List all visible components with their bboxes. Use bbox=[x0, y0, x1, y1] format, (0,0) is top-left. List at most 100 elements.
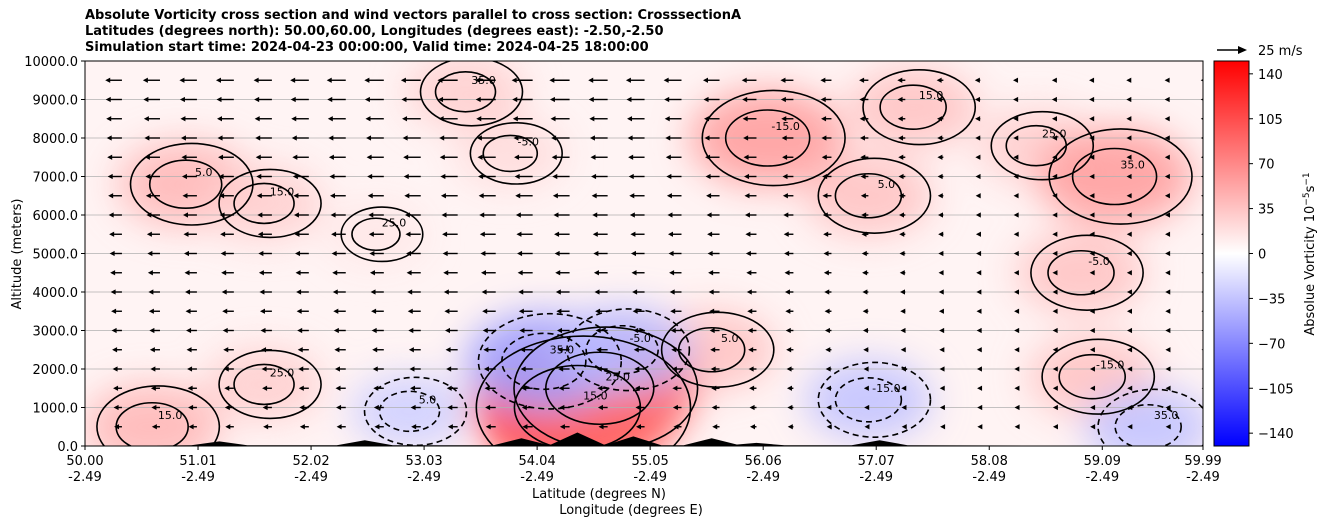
wind-vector-11-17 bbox=[706, 212, 720, 218]
wind-vector-17-17 bbox=[703, 96, 720, 103]
wind-vector-head bbox=[937, 116, 943, 122]
contour-label-5: -15.0 bbox=[771, 120, 799, 133]
wind-vector-head bbox=[824, 327, 830, 334]
wind-vector-head bbox=[1089, 193, 1095, 199]
wind-vector-head bbox=[664, 96, 670, 103]
wind-vector-14-14 bbox=[590, 154, 608, 160]
wind-vector-head bbox=[402, 135, 408, 141]
wind-vector-head bbox=[1165, 424, 1171, 430]
wind-vector-head bbox=[372, 366, 378, 372]
wind-vector-head bbox=[743, 154, 749, 160]
wind-vector-16-10 bbox=[438, 116, 458, 122]
wind-vector-head bbox=[443, 270, 449, 276]
wind-vector-head bbox=[222, 327, 228, 334]
wind-vector-2-6 bbox=[298, 385, 309, 391]
wind-vector-head bbox=[749, 385, 755, 391]
wind-vector-8-6 bbox=[295, 270, 309, 276]
wind-vector-head bbox=[1013, 231, 1019, 237]
wind-vector-head bbox=[1089, 231, 1095, 237]
wind-vector-head bbox=[1200, 156, 1203, 159]
wind-vector-15-3 bbox=[180, 135, 197, 141]
wind-vector-15-27 bbox=[1089, 135, 1095, 141]
contour-label-10: -5.0 bbox=[1088, 255, 1109, 268]
wind-vector-3-18 bbox=[748, 366, 757, 372]
x-tick-lon-4: -2.49 bbox=[520, 470, 554, 485]
wind-vector-15-7 bbox=[328, 135, 346, 141]
wind-vector-head bbox=[400, 77, 406, 83]
wind-vector-head bbox=[709, 308, 715, 314]
wind-vector-8-20 bbox=[823, 270, 832, 276]
wind-vector-4-11 bbox=[483, 347, 496, 353]
wind-vector-head bbox=[298, 385, 304, 391]
wind-vector-8-16 bbox=[669, 270, 682, 276]
wind-vector-18-19 bbox=[780, 77, 794, 83]
wind-vector-head bbox=[256, 173, 262, 180]
wind-vector-head bbox=[447, 424, 453, 430]
wind-vector-head bbox=[76, 386, 81, 391]
wind-vector-2-17 bbox=[711, 385, 720, 391]
wind-vector-18-28 bbox=[1126, 77, 1132, 83]
wind-vector-head bbox=[404, 193, 410, 199]
wind-vector-head bbox=[261, 366, 267, 372]
wind-vector-4-24 bbox=[976, 347, 982, 353]
wind-vector-14-23 bbox=[937, 154, 944, 160]
wind-vector-0-21 bbox=[864, 424, 870, 430]
wind-vector-head bbox=[410, 385, 416, 391]
wind-vector-5-19 bbox=[785, 327, 794, 334]
wind-vector-3-13 bbox=[558, 366, 570, 372]
wind-vector-head bbox=[977, 385, 983, 391]
wind-vector-head bbox=[151, 404, 157, 411]
wind-vector-12-11 bbox=[478, 193, 496, 199]
wind-vector-head bbox=[439, 154, 445, 160]
wind-vector-head bbox=[900, 347, 906, 353]
wind-vector-head bbox=[859, 135, 865, 141]
wind-vector-head bbox=[181, 173, 187, 180]
wind-vector-head bbox=[1200, 79, 1203, 82]
wind-vector-6-1 bbox=[111, 308, 122, 314]
wind-vector-head bbox=[151, 424, 157, 430]
wind-vector-head bbox=[327, 116, 333, 122]
wind-vector-head bbox=[1089, 250, 1095, 257]
wind-vector-16-6 bbox=[291, 116, 309, 122]
wind-vector-18-0 bbox=[69, 78, 85, 83]
wind-vector-head bbox=[1052, 327, 1058, 334]
wind-vector-head bbox=[520, 366, 526, 372]
wind-vector-head bbox=[1052, 385, 1058, 391]
wind-vector-head bbox=[1165, 404, 1171, 411]
wind-vector-10-12 bbox=[516, 231, 533, 237]
wind-vector-head bbox=[77, 424, 82, 429]
wind-vector-head bbox=[708, 270, 714, 276]
wind-vector-7-8 bbox=[370, 289, 384, 295]
wind-vector-12-1 bbox=[108, 193, 122, 199]
wind-vector-head bbox=[1089, 327, 1095, 334]
wind-vector-3-24 bbox=[976, 366, 982, 372]
wind-vector-18-1 bbox=[105, 77, 122, 83]
wind-vector-head bbox=[976, 308, 982, 314]
wind-vector-head bbox=[1052, 308, 1058, 314]
wind-vector-head bbox=[824, 289, 830, 295]
wind-vector-18-30 bbox=[1200, 79, 1203, 82]
x-tick-lon-1: -2.49 bbox=[181, 470, 215, 485]
wind-vector-head bbox=[407, 308, 413, 314]
wind-vector-15-13 bbox=[551, 135, 570, 141]
wind-vector-6-14 bbox=[595, 308, 608, 314]
wind-vector-head bbox=[936, 96, 942, 103]
wind-vector-head bbox=[1089, 347, 1095, 353]
wind-vector-head bbox=[149, 327, 155, 334]
x-tick-lon-5: -2.49 bbox=[633, 470, 667, 485]
wind-vector-head bbox=[75, 347, 80, 352]
wind-vector-8-11 bbox=[481, 270, 496, 276]
wind-vector-10-14 bbox=[592, 231, 608, 237]
wind-vector-2-10 bbox=[446, 385, 458, 391]
wind-vector-17-27 bbox=[1089, 96, 1095, 103]
wind-vector-head bbox=[408, 327, 414, 334]
wind-vector-10-4 bbox=[220, 231, 234, 237]
wind-vector-head bbox=[293, 193, 299, 199]
wind-vector-18-4 bbox=[215, 77, 234, 83]
wind-vector-8-21 bbox=[862, 270, 869, 276]
wind-vector-head bbox=[976, 250, 982, 257]
wind-vector-8-25 bbox=[1013, 270, 1019, 276]
vorticity-field-layer bbox=[85, 61, 1203, 446]
wind-vector-head bbox=[937, 173, 943, 180]
wind-vector-head bbox=[180, 116, 186, 122]
